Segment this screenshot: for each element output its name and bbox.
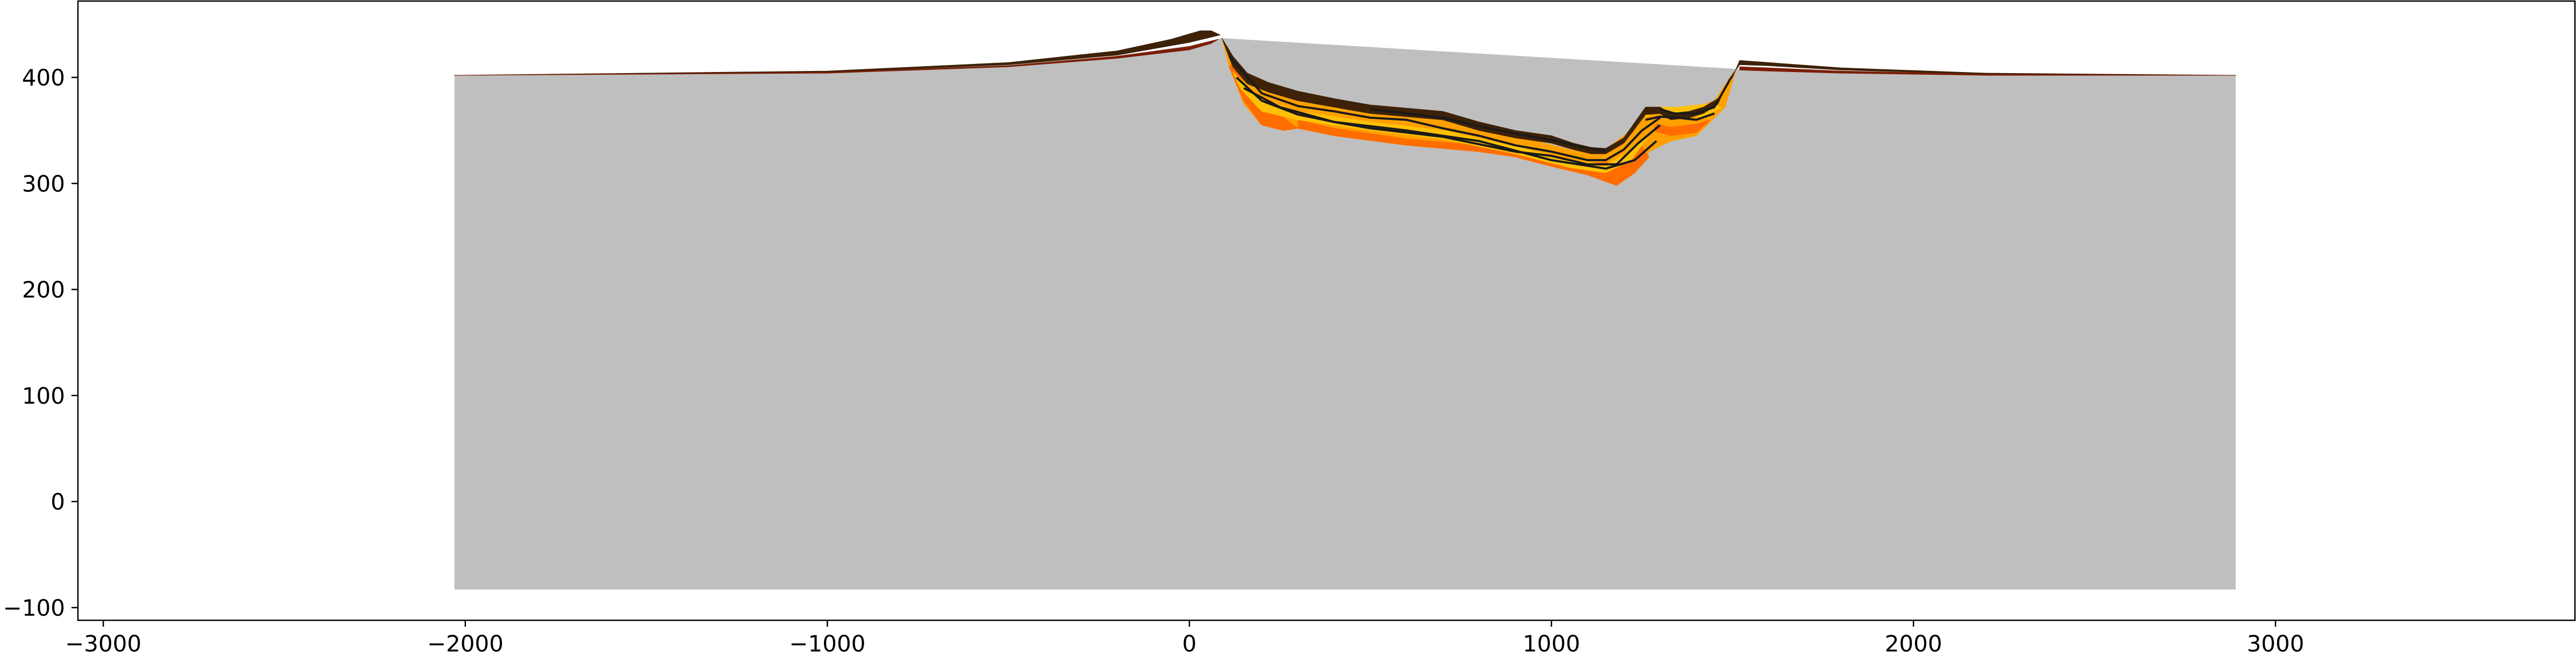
layer-yellow-band-1 — [1232, 71, 1653, 174]
y-tick-label: 300 — [22, 170, 65, 197]
axes-frame — [77, 0, 2576, 621]
y-tick-label: 100 — [22, 383, 65, 409]
layer-left-ridge — [454, 30, 1221, 76]
y-axis: −100 0 100 200 300 400 — [3, 65, 78, 621]
x-tick-label: 3000 — [2247, 631, 2304, 657]
x-tick-label: −3000 — [65, 631, 141, 657]
y-tick-label: 400 — [22, 65, 65, 91]
strata-line — [1243, 87, 1657, 170]
strata-line — [1660, 81, 1730, 115]
x-tick-label: 0 — [1182, 631, 1197, 657]
strata-line — [1236, 76, 1661, 166]
layer-orange-right-bump — [1652, 119, 1711, 136]
plot-area — [454, 30, 2236, 590]
x-tick-label: −1000 — [789, 631, 865, 657]
strata-line — [1228, 55, 1661, 161]
y-tick-label: 0 — [51, 489, 65, 515]
x-axis: −3000 −2000 −1000 0 1000 2000 3000 — [65, 620, 2304, 657]
basement-area — [454, 38, 2236, 590]
y-tick-label: 200 — [22, 277, 65, 303]
layer-right-ridge-base — [1739, 66, 2236, 76]
x-tick-label: −2000 — [427, 631, 504, 657]
strata-line — [1370, 108, 1606, 152]
layer-left-ridge-base — [454, 39, 1219, 76]
x-tick-label: 2000 — [1885, 631, 1942, 657]
x-tick-label: 1000 — [1523, 631, 1580, 657]
strata-line — [1645, 112, 1715, 121]
y-tick-label: −100 — [3, 594, 65, 621]
